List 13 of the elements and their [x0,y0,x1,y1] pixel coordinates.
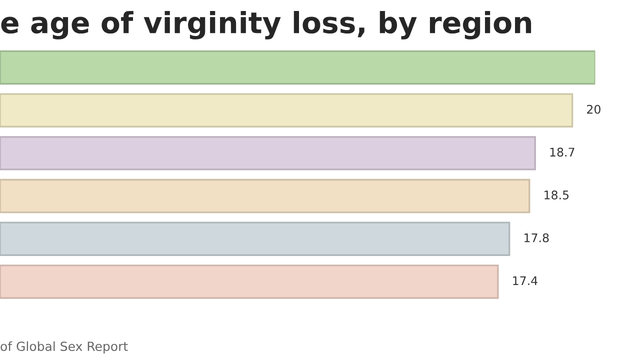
bar [0,264,499,299]
data-label: 17.8 [524,233,549,242]
bar [0,136,536,170]
data-label: 18.5 [544,190,569,200]
bar [0,178,530,214]
bar [0,222,510,256]
text: of Global Sex Report [0,341,128,354]
data-label: 17.4 [513,276,538,285]
bar [0,93,574,128]
data-label: 20 [587,104,600,114]
bar [0,50,596,85]
data-label: 18.7 [550,148,574,157]
chart-title: e age of virginity loss, by region [1,10,532,40]
